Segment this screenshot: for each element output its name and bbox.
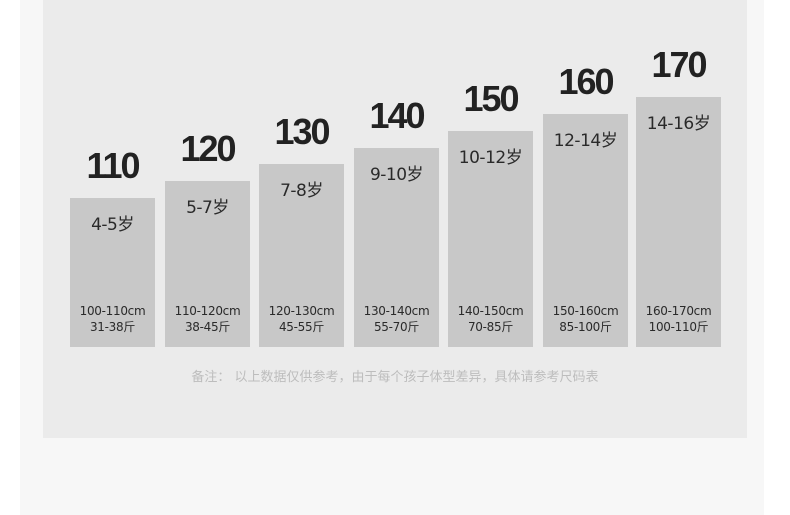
height-range: 100-110cm <box>79 304 146 318</box>
measurements: 150-160cm 85-100斤 <box>543 303 628 335</box>
age-range: 14-16岁 <box>646 114 711 134</box>
weight-range: 55-70斤 <box>373 320 420 334</box>
height-range: 130-140cm <box>363 304 430 318</box>
measurements: 110-120cm 38-45斤 <box>165 303 250 335</box>
measurements: 130-140cm 55-70斤 <box>354 303 439 335</box>
age-range: 5-7岁 <box>186 198 229 218</box>
size-bar: 4-5岁 100-110cm 31-38斤 <box>70 198 155 347</box>
measurements: 120-130cm 45-55斤 <box>259 303 344 335</box>
weight-range: 70-85斤 <box>467 320 514 334</box>
height-range: 150-160cm <box>552 304 619 318</box>
age-range: 9-10岁 <box>369 165 424 185</box>
disclaimer-note: 备注： 以上数据仅供参考，由于每个孩子体型差异，具体请参考尺码表 <box>191 370 599 385</box>
measurements: 160-170cm 100-110斤 <box>636 303 721 335</box>
height-range: 120-130cm <box>268 304 335 318</box>
size-bar: 9-10岁 130-140cm 55-70斤 <box>354 148 439 347</box>
size-label: 150 <box>463 78 519 119</box>
size-label: 170 <box>651 44 707 85</box>
age-range: 10-12岁 <box>458 148 523 168</box>
height-range: 160-170cm <box>645 304 712 318</box>
measurements: 100-110cm 31-38斤 <box>70 303 155 335</box>
weight-range: 45-55斤 <box>278 320 325 334</box>
age-range: 4-5岁 <box>91 215 134 235</box>
size-label: 160 <box>558 61 614 102</box>
size-label: 140 <box>369 95 425 136</box>
size-bar: 7-8岁 120-130cm 45-55斤 <box>259 164 344 347</box>
size-label: 110 <box>86 145 140 186</box>
size-bar: 12-14岁 150-160cm 85-100斤 <box>543 114 628 347</box>
weight-range: 31-38斤 <box>89 320 136 334</box>
size-bar: 10-12岁 140-150cm 70-85斤 <box>448 131 533 347</box>
size-label: 130 <box>274 111 330 152</box>
size-bar: 14-16岁 160-170cm 100-110斤 <box>636 97 721 347</box>
size-bar: 5-7岁 110-120cm 38-45斤 <box>165 181 250 347</box>
measurements: 140-150cm 70-85斤 <box>448 303 533 335</box>
age-range: 7-8岁 <box>280 181 323 201</box>
weight-range: 85-100斤 <box>559 320 612 334</box>
weight-range: 100-110斤 <box>648 320 709 334</box>
weight-range: 38-45斤 <box>184 320 231 334</box>
height-range: 110-120cm <box>174 304 241 318</box>
height-range: 140-150cm <box>457 304 524 318</box>
size-label: 120 <box>180 128 236 169</box>
age-range: 12-14岁 <box>553 131 618 151</box>
